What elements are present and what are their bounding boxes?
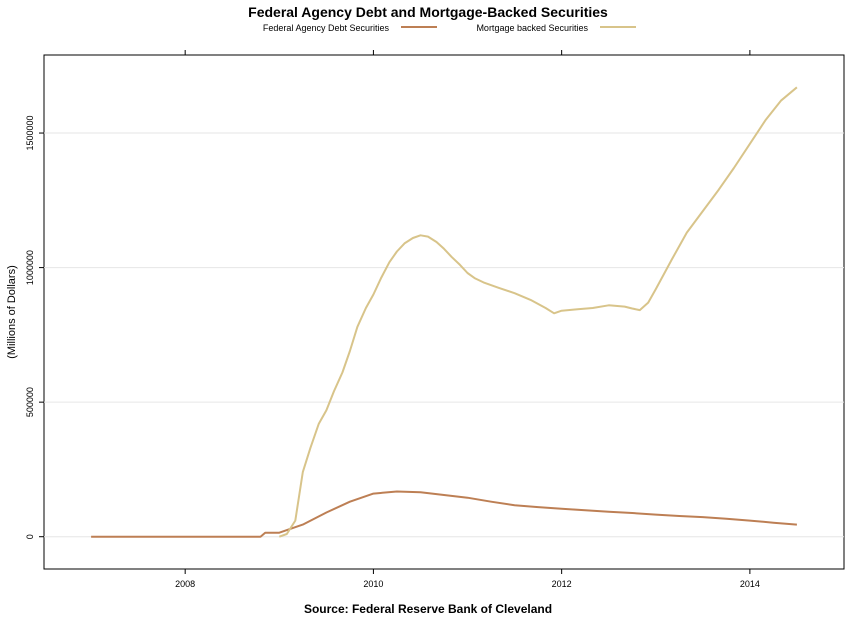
plot-frame: [43, 54, 845, 570]
y-axis-label: (Millions of Dollars): [6, 265, 18, 359]
chart-title: Federal Agency Debt and Mortgage-Backed …: [248, 4, 608, 20]
legend: Federal Agency Debt Securities Mortgage …: [263, 23, 636, 33]
y-tick-label-0: 0: [25, 534, 35, 539]
series-line-1: [278, 86, 798, 538]
y-tick-label-3: 1500000: [25, 116, 35, 151]
x-tick-label-1: 2010: [363, 579, 383, 589]
series-line-0: [91, 490, 797, 538]
legend-label-series-0: Federal Agency Debt Securities: [263, 23, 390, 33]
y-axis: 0 500000 1000000 1500000: [25, 116, 44, 539]
legend-label-series-1: Mortgage backed Securities: [476, 23, 588, 33]
x-tick-label-0: 2008: [175, 579, 195, 589]
series-lines: [91, 86, 798, 538]
x-tick-label-2: 2012: [552, 579, 572, 589]
x-axis: 2008 2010 2012 2014: [175, 50, 760, 589]
y-tick-label-1: 500000: [25, 387, 35, 417]
x-axis-label: Source: Federal Reserve Bank of Clevelan…: [304, 602, 552, 616]
x-tick-label-3: 2014: [740, 579, 760, 589]
y-tick-label-2: 1000000: [25, 250, 35, 285]
grid-lines: [44, 132, 844, 538]
